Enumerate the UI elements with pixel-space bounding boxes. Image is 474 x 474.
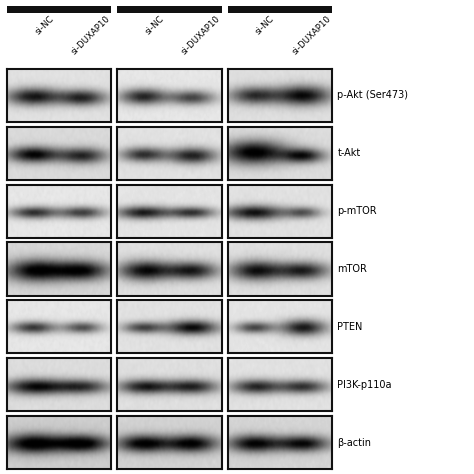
Bar [228, 6, 332, 13]
Text: PTEN: PTEN [337, 322, 363, 332]
Text: si-DUXAP10: si-DUXAP10 [290, 14, 332, 56]
Text: p-mTOR: p-mTOR [337, 206, 377, 216]
Bar [118, 6, 221, 13]
Text: si-NC: si-NC [144, 14, 166, 36]
Text: t-Akt: t-Akt [337, 148, 361, 158]
Bar [7, 6, 111, 13]
Text: mTOR: mTOR [337, 264, 367, 274]
Text: si-DUXAP10: si-DUXAP10 [180, 14, 222, 56]
Text: si-NC: si-NC [33, 14, 55, 36]
Text: PI3K-p110a: PI3K-p110a [337, 380, 392, 390]
Text: p-Akt (Ser473): p-Akt (Ser473) [337, 91, 409, 100]
Text: si-NC: si-NC [254, 14, 276, 36]
Text: β-actin: β-actin [337, 438, 372, 447]
Text: si-DUXAP10: si-DUXAP10 [70, 14, 112, 56]
